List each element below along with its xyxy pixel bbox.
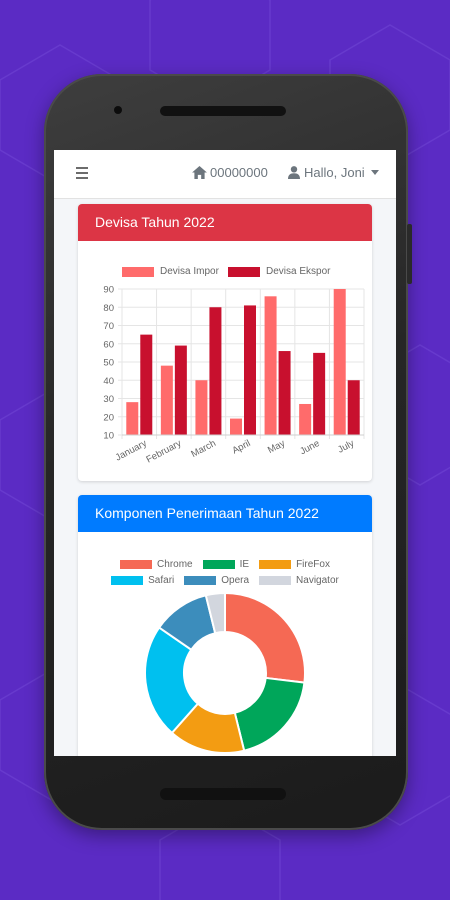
home-link[interactable]: 00000000 [192, 165, 268, 180]
y-tick-label: 90 [103, 285, 114, 296]
bar-ekspor [313, 352, 326, 435]
legend-firefox: FireFox [259, 559, 330, 570]
bar-ekspor [140, 334, 153, 435]
y-tick-label: 40 [103, 376, 114, 387]
y-tick-label: 80 [103, 303, 114, 314]
legend-label-chrome: Chrome [157, 559, 193, 570]
bar-impor [195, 380, 208, 435]
front-camera [114, 106, 122, 114]
legend-safari: Safari [111, 575, 174, 586]
legend-label-safari: Safari [148, 575, 175, 586]
legend-swatch-opera [184, 576, 217, 585]
legend-swatch-firefox [259, 560, 292, 569]
devisa-card-title: Devisa Tahun 2022 [78, 204, 372, 241]
bar-legend-impor: Devisa Impor [122, 266, 219, 277]
x-tick-label: May [266, 438, 287, 456]
legend-label-opera: Opera [221, 575, 250, 586]
user-menu[interactable]: Hallo, Joni [288, 165, 379, 180]
donut-slice-ie [233, 676, 306, 752]
phone-screen: 00000000 Hallo, Joni Devisa Tahun 2022 D… [54, 150, 396, 756]
x-tick-label: June [298, 438, 321, 457]
donut-slice-chrome [224, 591, 306, 684]
bar-impor [333, 289, 346, 435]
earpiece-speaker [160, 106, 286, 116]
chevron-down-icon [370, 170, 379, 175]
y-tick-label: 60 [103, 339, 114, 350]
legend-swatch-navigator [259, 576, 292, 585]
donut-slice-navigator [204, 591, 226, 635]
x-tick-label: January [114, 438, 149, 464]
top-navbar: 00000000 Hallo, Joni [54, 150, 396, 199]
komponen-card-title: Komponen Penerimaan Tahun 2022 [78, 495, 372, 532]
legend-swatch-impor [122, 266, 154, 277]
x-tick-label: July [336, 438, 356, 456]
legend-label-impor: Devisa Impor [160, 266, 219, 277]
bar-impor [126, 402, 139, 435]
bottom-speaker [160, 788, 286, 800]
y-tick-label: 50 [103, 358, 114, 369]
legend-navigator: Navigator [259, 575, 339, 586]
x-tick-label: February [145, 438, 184, 466]
user-icon [288, 166, 300, 179]
bar-impor [160, 365, 173, 435]
donut-legend-row-1: Chrome IE FireFox [78, 559, 372, 570]
user-name: Hallo, Joni [304, 165, 365, 180]
y-tick-label: 10 [103, 431, 114, 442]
hamburger-icon[interactable] [76, 167, 88, 182]
legend-swatch-ekspor [228, 266, 260, 277]
legend-swatch-ie [202, 560, 235, 569]
legend-swatch-safari [111, 576, 144, 585]
phone-frame: 00000000 Hallo, Joni Devisa Tahun 2022 D… [44, 74, 412, 830]
bar-ekspor [174, 345, 187, 435]
legend-label-ekspor: Devisa Ekspor [266, 266, 331, 277]
komponen-card: Komponen Penerimaan Tahun 2022 Chrome IE… [78, 495, 372, 756]
devisa-card: Devisa Tahun 2022 Devisa Impor Devisa Ek… [78, 204, 372, 481]
donut-legend-row-2: Safari Opera Navigator [78, 575, 372, 586]
komponen-donut-chart [144, 591, 306, 754]
legend-label-navigator: Navigator [296, 575, 339, 586]
bar-ekspor [244, 305, 256, 435]
legend-chrome: Chrome [120, 559, 193, 570]
legend-label-ie: IE [239, 559, 250, 570]
volume-button [407, 224, 412, 284]
bar-ekspor [347, 380, 360, 435]
home-text: 00000000 [210, 165, 268, 180]
bar-impor [264, 296, 277, 435]
bar-ekspor [209, 307, 222, 435]
bar-ekspor [278, 351, 291, 435]
y-tick-label: 20 [103, 412, 114, 423]
bar-legend-ekspor: Devisa Ekspor [228, 266, 330, 277]
x-tick-label: April [230, 438, 252, 457]
bar-impor [230, 418, 242, 435]
y-tick-label: 30 [103, 394, 114, 405]
legend-opera: Opera [184, 575, 249, 586]
home-icon [192, 166, 207, 179]
legend-label-firefox: FireFox [296, 559, 330, 570]
bar-impor [299, 403, 312, 435]
x-tick-label: March [189, 438, 217, 460]
legend-ie: IE [202, 559, 250, 570]
y-tick-label: 70 [103, 321, 114, 332]
legend-swatch-chrome [120, 560, 153, 569]
